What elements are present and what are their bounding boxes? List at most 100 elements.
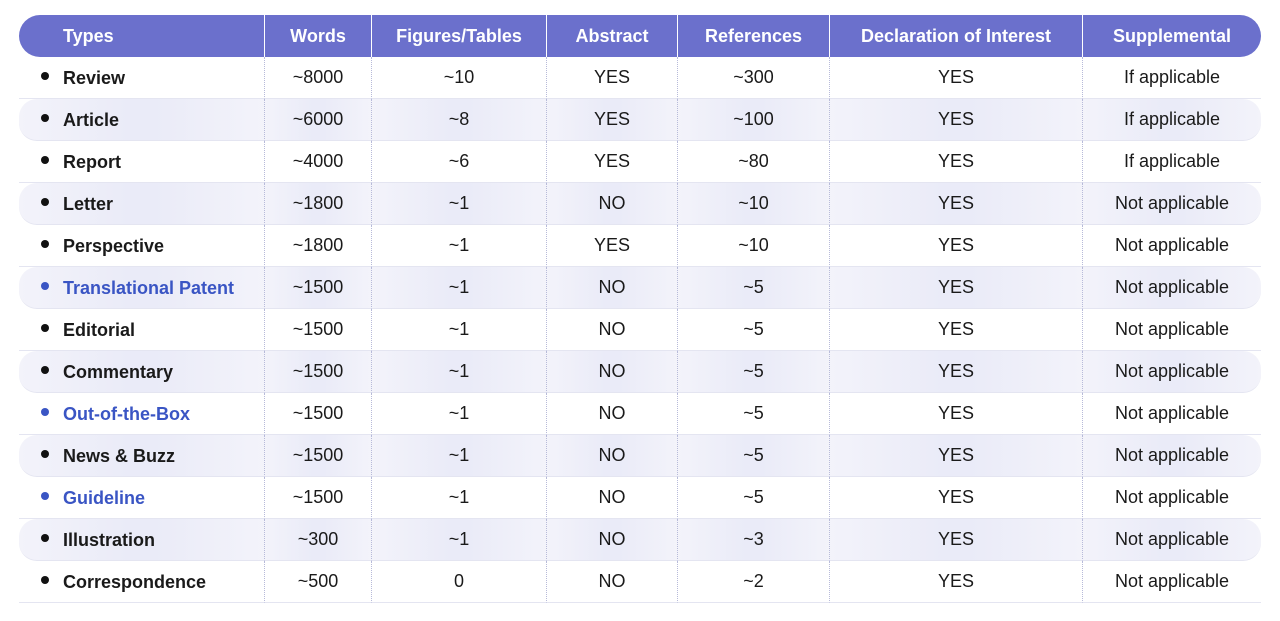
cell-type: Report (19, 141, 265, 183)
cell-supplemental: Not applicable (1083, 309, 1261, 351)
type-label: Guideline (63, 487, 146, 508)
table-row: Perspective ~1800 ~1 YES ~10 YES Not applicabl… (19, 225, 1261, 267)
cell-figures-tables: ~6 (372, 141, 547, 183)
cell-references: ~2 (678, 561, 830, 603)
cell-type: Review (19, 57, 265, 99)
cell-declaration-of-interest: YES (830, 351, 1083, 393)
bullet-icon (41, 155, 49, 164)
cell-words: ~6000 (265, 99, 372, 141)
table-body: Review ~8000 ~10 YES ~300 YES If applicable Art… (19, 57, 1261, 603)
cell-abstract: NO (547, 561, 678, 603)
table-header: Types Words Figures/Tables Abstract Refe… (19, 15, 1261, 57)
cell-references: ~300 (678, 57, 830, 99)
bullet-icon (41, 449, 49, 458)
header-supplemental: Supplemental (1083, 15, 1261, 57)
table-row: Article ~6000 ~8 YES ~100 YES If applicable (19, 99, 1261, 141)
cell-words: ~8000 (265, 57, 372, 99)
bullet-icon (41, 197, 49, 206)
type-label: Perspective (63, 235, 165, 256)
cell-declaration-of-interest: YES (830, 393, 1083, 435)
bullet-icon (41, 533, 49, 542)
cell-declaration-of-interest: YES (830, 435, 1083, 477)
cell-supplemental: Not applicable (1083, 183, 1261, 225)
cell-figures-tables: ~1 (372, 309, 547, 351)
cell-figures-tables: ~1 (372, 225, 547, 267)
cell-words: ~4000 (265, 141, 372, 183)
table-row: Correspondence ~500 0 NO ~2 YES Not applicable (19, 561, 1261, 603)
table-row: Editorial ~1500 ~1 NO ~5 YES Not applicable (19, 309, 1261, 351)
type-label: Illustration (63, 529, 156, 550)
cell-supplemental: Not applicable (1083, 393, 1261, 435)
cell-supplemental: Not applicable (1083, 435, 1261, 477)
cell-supplemental: Not applicable (1083, 351, 1261, 393)
cell-figures-tables: ~1 (372, 393, 547, 435)
cell-words: ~1800 (265, 183, 372, 225)
header-declaration-of-interest: Declaration of Interest (830, 15, 1083, 57)
cell-words: ~1500 (265, 309, 372, 351)
cell-figures-tables: ~1 (372, 267, 547, 309)
header-types: Types (19, 15, 265, 57)
cell-references: ~5 (678, 267, 830, 309)
cell-figures-tables: ~1 (372, 351, 547, 393)
type-label: Letter (63, 193, 114, 214)
type-label: Correspondence (63, 571, 207, 592)
table-row: Review ~8000 ~10 YES ~300 YES If applicable (19, 57, 1261, 99)
table-row: Letter ~1800 ~1 NO ~10 YES Not applicable (19, 183, 1261, 225)
cell-references: ~100 (678, 99, 830, 141)
table-row: News & Buzz ~1500 ~1 NO ~5 YES Not applicable (19, 435, 1261, 477)
type-label: Review (63, 67, 126, 88)
cell-declaration-of-interest: YES (830, 477, 1083, 519)
cell-abstract: YES (547, 225, 678, 267)
cell-type: Out-of-the-Box (19, 393, 265, 435)
cell-abstract: NO (547, 267, 678, 309)
cell-abstract: NO (547, 519, 678, 561)
cell-type: Perspective (19, 225, 265, 267)
cell-figures-tables: ~1 (372, 183, 547, 225)
header-abstract: Abstract (547, 15, 678, 57)
bullet-icon (41, 575, 49, 584)
cell-references: ~5 (678, 309, 830, 351)
cell-declaration-of-interest: YES (830, 309, 1083, 351)
type-label: Editorial (63, 319, 136, 340)
cell-type: Guideline (19, 477, 265, 519)
cell-abstract: YES (547, 99, 678, 141)
cell-words: ~1500 (265, 435, 372, 477)
bullet-icon (41, 239, 49, 248)
cell-figures-tables: 0 (372, 561, 547, 603)
table-row: Out-of-the-Box ~1500 ~1 NO ~5 YES Not applicab… (19, 393, 1261, 435)
article-types-table: Types Words Figures/Tables Abstract Refe… (19, 15, 1261, 603)
cell-type: Article (19, 99, 265, 141)
cell-words: ~300 (265, 519, 372, 561)
cell-abstract: NO (547, 393, 678, 435)
bullet-icon (41, 407, 49, 416)
cell-figures-tables: ~10 (372, 57, 547, 99)
cell-abstract: NO (547, 351, 678, 393)
cell-abstract: NO (547, 435, 678, 477)
cell-supplemental: If applicable (1083, 57, 1261, 99)
cell-words: ~1500 (265, 477, 372, 519)
table-row: Guideline ~1500 ~1 NO ~5 YES Not applicable (19, 477, 1261, 519)
cell-type: Illustration (19, 519, 265, 561)
bullet-icon (41, 71, 49, 80)
cell-figures-tables: ~1 (372, 435, 547, 477)
cell-supplemental: Not applicable (1083, 561, 1261, 603)
cell-figures-tables: ~1 (372, 477, 547, 519)
table-row: Commentary ~1500 ~1 NO ~5 YES Not applicable (19, 351, 1261, 393)
table-row: Illustration ~300 ~1 NO ~3 YES Not applicable (19, 519, 1261, 561)
bullet-icon (41, 281, 49, 290)
cell-words: ~1500 (265, 351, 372, 393)
cell-declaration-of-interest: YES (830, 267, 1083, 309)
cell-type: News & Buzz (19, 435, 265, 477)
type-label: Commentary (63, 361, 174, 382)
cell-words: ~1800 (265, 225, 372, 267)
cell-references: ~5 (678, 477, 830, 519)
cell-abstract: NO (547, 183, 678, 225)
cell-supplemental: Not applicable (1083, 267, 1261, 309)
cell-declaration-of-interest: YES (830, 57, 1083, 99)
bullet-icon (41, 323, 49, 332)
cell-abstract: YES (547, 57, 678, 99)
cell-declaration-of-interest: YES (830, 561, 1083, 603)
header-references: References (678, 15, 830, 57)
bullet-icon (41, 491, 49, 500)
cell-abstract: YES (547, 141, 678, 183)
